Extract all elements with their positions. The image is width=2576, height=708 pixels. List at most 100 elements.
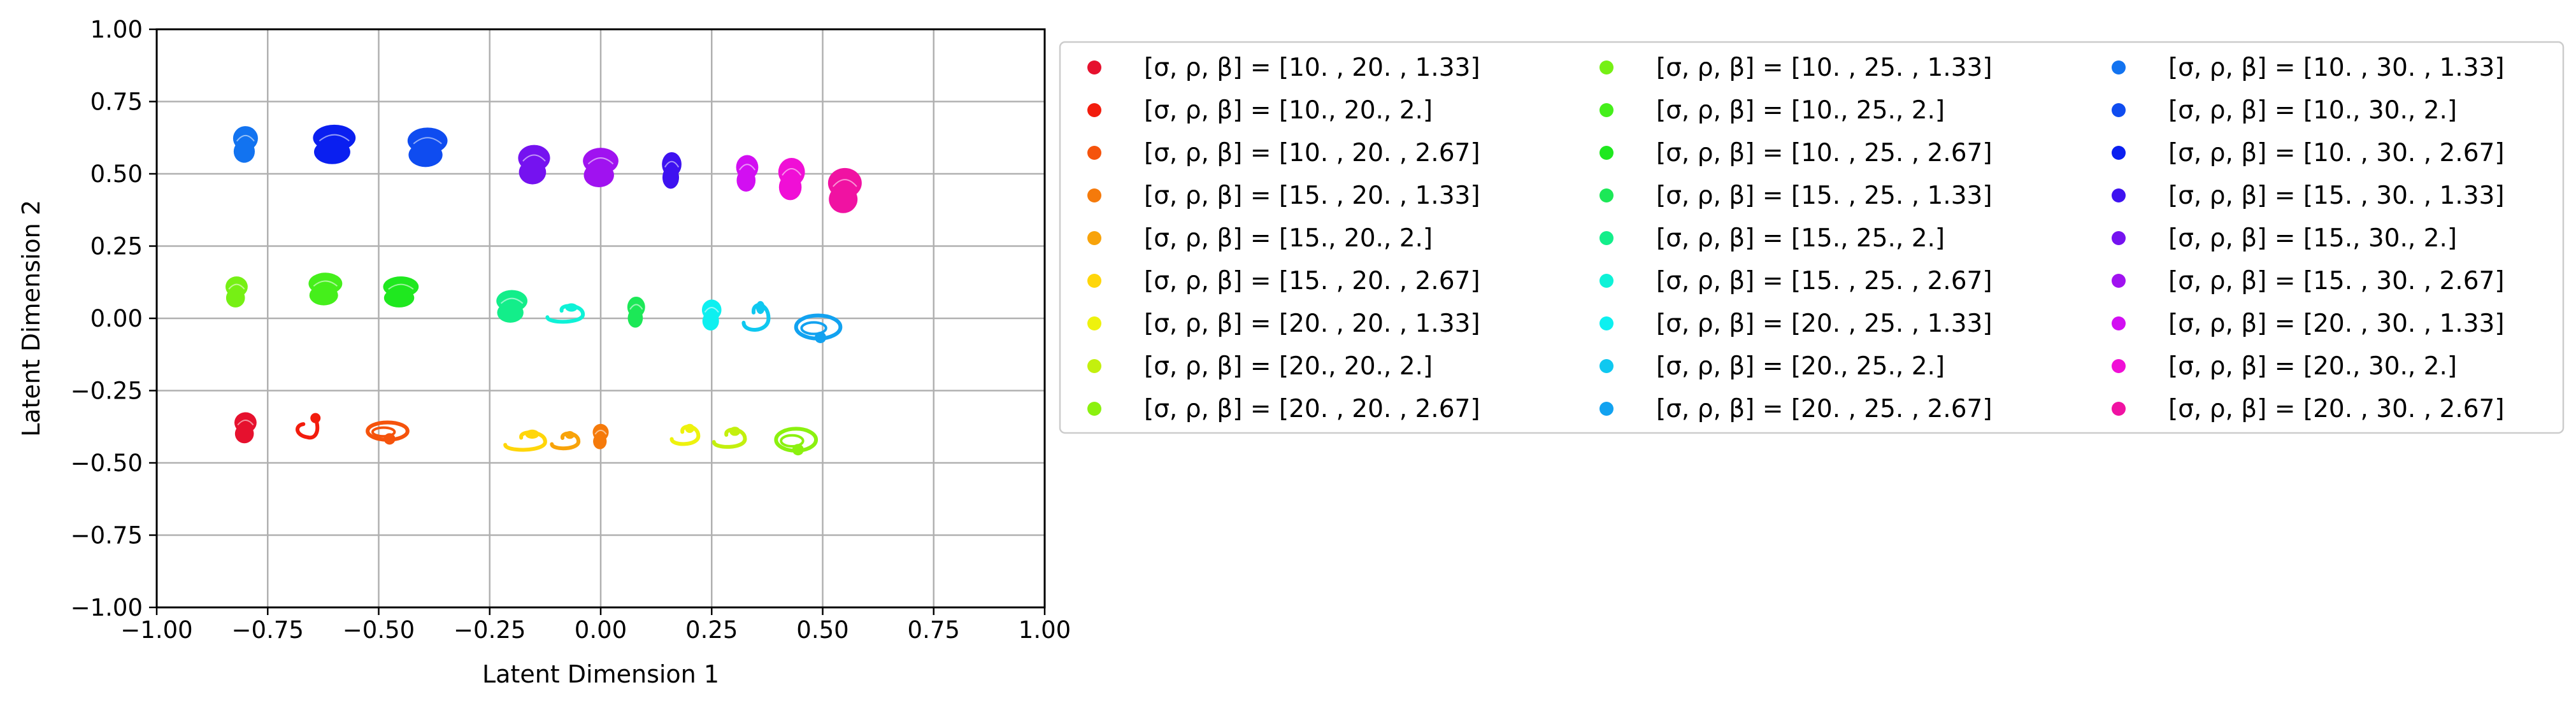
cluster-lobe [225, 288, 245, 308]
legend-entry: [σ, ρ, β] = [15., 20., 2.] [1087, 224, 1433, 253]
legend-entry: [σ, ρ, β] = [15. , 30. , 1.33] [2112, 181, 2505, 210]
series-mark [592, 423, 609, 450]
legend-entry: [σ, ρ, β] = [20. , 20. , 2.67] [1087, 395, 1480, 423]
cluster-lobe [234, 424, 254, 444]
cluster-highlight [587, 157, 614, 165]
legend-marker [2112, 146, 2126, 160]
cluster-highlight [629, 304, 643, 310]
cluster-lobe [736, 169, 756, 192]
legend-marker [1087, 103, 1101, 117]
legend-label: [σ, ρ, β] = [15. , 30. , 1.33] [2168, 181, 2505, 210]
legend-marker [1599, 146, 1614, 160]
legend-marker [2112, 402, 2126, 416]
trajectory-inner-loop [780, 434, 805, 448]
cluster-lobe [583, 162, 614, 188]
legend-entry: [σ, ρ, β] = [15. , 20. , 2.67] [1087, 267, 1480, 295]
series-mark [712, 427, 747, 449]
y-tick-label: −0.25 [71, 378, 143, 405]
series-mark [407, 127, 448, 167]
series-mark [366, 420, 410, 445]
legend-entry: [σ, ρ, β] = [20. , 25. , 2.67] [1599, 395, 1993, 423]
y-tick-label: 0.50 [90, 160, 143, 188]
legend-entry: [σ, ρ, β] = [20. , 30. , 1.33] [2112, 309, 2505, 338]
legend-marker [1087, 231, 1101, 245]
series-mark [701, 299, 722, 331]
cluster-lobe [702, 311, 719, 331]
legend-frame [1059, 41, 2565, 434]
legend-label: [σ, ρ, β] = [10. , 20. , 2.67] [1144, 139, 1480, 167]
legend-label: [σ, ρ, β] = [15. , 20. , 1.33] [1144, 181, 1480, 210]
trajectory-hook [296, 416, 320, 440]
legend-label: [σ, ρ, β] = [10. , 20. , 1.33] [1144, 53, 1480, 82]
legend-entry: [σ, ρ, β] = [10. , 20. , 1.33] [1087, 53, 1480, 82]
legend-label: [σ, ρ, β] = [15., 30., 2.] [2168, 224, 2457, 253]
cluster-lobe [829, 185, 858, 213]
legend-marker [1087, 60, 1101, 74]
y-tick-label: 0.25 [90, 233, 143, 260]
legend-entry: [σ, ρ, β] = [10., 30., 2.] [2112, 96, 2457, 125]
cluster-highlight [388, 283, 414, 290]
trajectory-swirl [545, 304, 585, 324]
y-tick-label: −0.50 [71, 450, 143, 477]
y-tick-label: −1.00 [71, 594, 143, 621]
legend-marker [2112, 316, 2126, 330]
legend-label: [σ, ρ, β] = [20. , 20. , 1.33] [1144, 309, 1480, 338]
legend-marker [1087, 359, 1101, 373]
cluster-highlight [833, 179, 857, 187]
legend-marker [2112, 359, 2126, 373]
trajectory-swirl [669, 425, 701, 446]
legend-marker [2112, 274, 2126, 288]
legend-marker [1087, 188, 1101, 202]
cluster-lobe [778, 174, 802, 201]
legend-label: [σ, ρ, β] = [20., 30., 2.] [2168, 352, 2457, 381]
legend-entry: [σ, ρ, β] = [10. , 30. , 1.33] [2112, 53, 2505, 82]
legend-label: [σ, ρ, β] = [20. , 30. , 1.33] [2168, 309, 2505, 338]
legend-marker [1087, 402, 1101, 416]
legend-label: [σ, ρ, β] = [15., 20., 2.] [1144, 224, 1433, 253]
series-mark [778, 158, 805, 201]
legend-label: [σ, ρ, β] = [10. , 25. , 1.33] [1656, 53, 1993, 82]
trajectory-end [815, 331, 827, 343]
series-mark [545, 303, 585, 324]
series-mark [741, 301, 771, 332]
legend-marker [1599, 103, 1614, 117]
legend-marker [1087, 316, 1101, 330]
legend-label: [σ, ρ, β] = [15. , 25. , 1.33] [1656, 181, 1993, 210]
legend-label: [σ, ρ, β] = [10. , 30. , 2.67] [2168, 139, 2505, 167]
legend-entry: [σ, ρ, β] = [20. , 25. , 1.33] [1599, 309, 1993, 338]
trajectory-swirl [503, 430, 547, 452]
legend-entry: [σ, ρ, β] = [10. , 30. , 2.67] [2112, 139, 2505, 167]
legend-marker [1599, 60, 1614, 74]
cluster-lobe [593, 434, 607, 450]
series-mark [662, 152, 682, 189]
trajectory-knot [755, 301, 765, 315]
y-tick-label: 0.75 [90, 88, 143, 116]
legend-entry: [σ, ρ, β] = [15. , 25. , 2.67] [1599, 267, 1993, 295]
legend-label: [σ, ρ, β] = [10. , 25. , 2.67] [1656, 139, 1993, 167]
legend-marker [2112, 188, 2126, 202]
series-marks [225, 124, 862, 456]
y-tick-label: 0.00 [90, 305, 143, 332]
series-mark [550, 431, 581, 451]
y-axis-label: Latent Dimension 2 [17, 200, 45, 437]
legend-label: [σ, ρ, β] = [10., 30., 2.] [2168, 96, 2457, 125]
legend-label: [σ, ρ, β] = [20. , 25. , 2.67] [1656, 395, 1993, 423]
series-mark [233, 126, 258, 163]
trajectory-end [310, 413, 321, 423]
legend-label: [σ, ρ, β] = [15., 25., 2.] [1656, 224, 1945, 253]
x-tick-label: 0.75 [908, 616, 960, 644]
trajectory-knot [729, 427, 741, 436]
series-mark [518, 145, 550, 185]
series-mark [583, 148, 619, 188]
trajectory-end [792, 444, 804, 456]
legend-entry: [σ, ρ, β] = [20., 30., 2.] [2112, 352, 2457, 381]
cluster-highlight [500, 297, 524, 304]
x-axis-label: Latent Dimension 1 [482, 660, 719, 688]
legend-label: [σ, ρ, β] = [10., 25., 2.] [1656, 96, 1945, 125]
legend-marker [2112, 231, 2126, 245]
x-tick-label: −0.25 [454, 616, 526, 644]
legend-label: [σ, ρ, β] = [15. , 20. , 2.67] [1144, 267, 1480, 295]
series-mark [669, 423, 701, 446]
cluster-lobe [627, 308, 643, 328]
cluster-highlight [413, 137, 442, 145]
